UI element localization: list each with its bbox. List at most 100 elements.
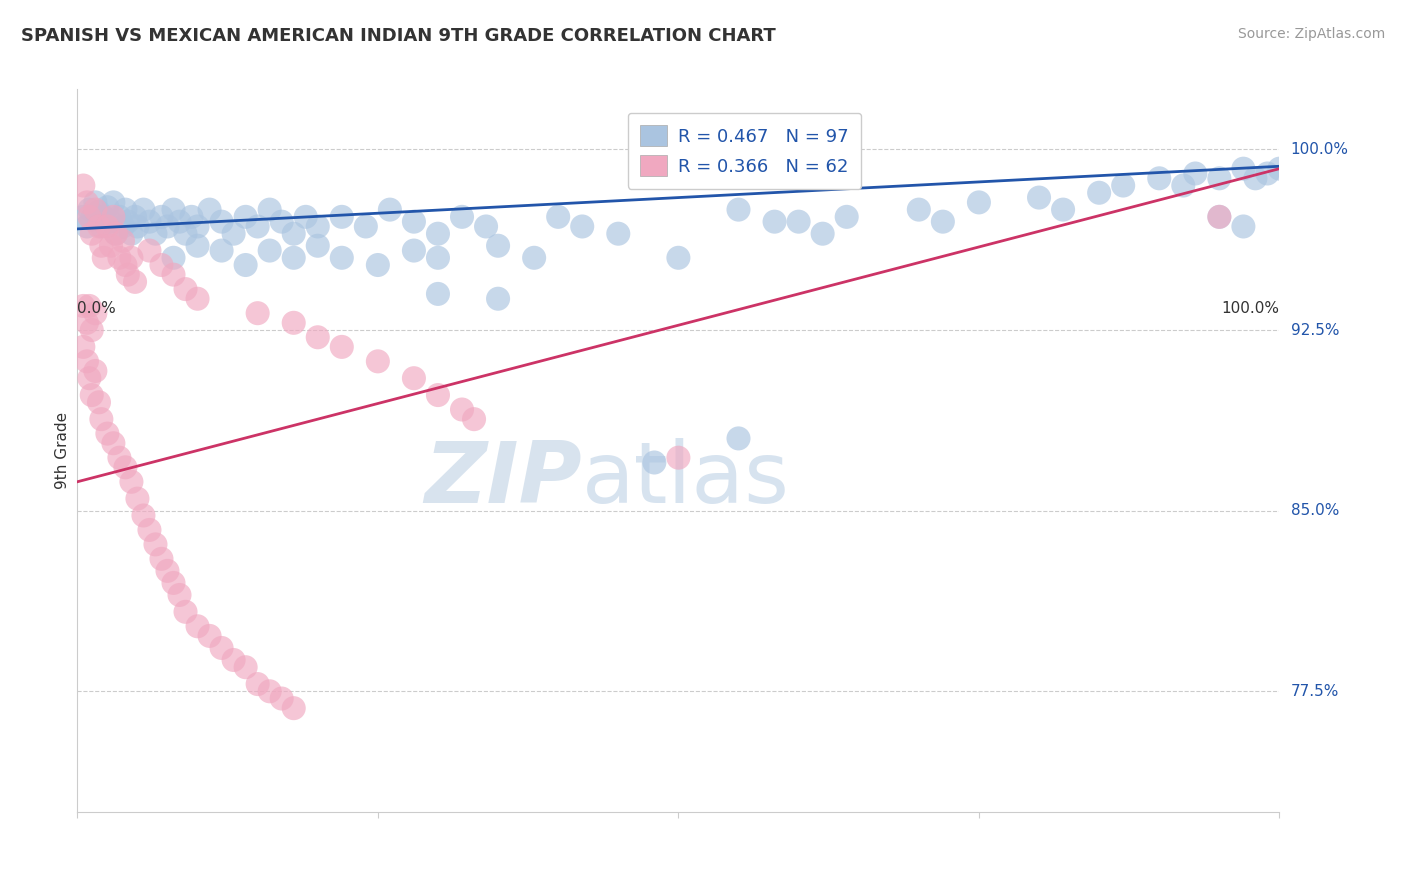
- Point: [246, 219, 269, 234]
- Point: [1208, 171, 1230, 186]
- Point: [330, 340, 353, 354]
- Point: [1268, 161, 1291, 176]
- Point: [72, 299, 94, 313]
- Text: Source: ZipAtlas.com: Source: ZipAtlas.com: [1237, 27, 1385, 41]
- Point: [162, 576, 184, 591]
- Point: [1173, 178, 1195, 193]
- Point: [186, 619, 209, 633]
- Point: [198, 629, 221, 643]
- Point: [283, 251, 305, 265]
- Point: [72, 340, 94, 354]
- Point: [259, 202, 281, 217]
- Point: [186, 219, 209, 234]
- Point: [111, 234, 134, 248]
- Point: [132, 202, 155, 217]
- Point: [76, 219, 98, 234]
- Point: [93, 251, 115, 265]
- Text: 100.0%: 100.0%: [1291, 142, 1348, 157]
- Point: [211, 214, 233, 228]
- Point: [307, 239, 329, 253]
- Point: [80, 212, 103, 227]
- Point: [90, 239, 112, 253]
- Point: [475, 219, 498, 234]
- Point: [547, 210, 569, 224]
- Point: [156, 219, 179, 234]
- Point: [84, 364, 107, 378]
- Point: [84, 306, 107, 320]
- Point: [114, 202, 136, 217]
- Point: [367, 258, 389, 272]
- Point: [120, 475, 142, 489]
- Point: [643, 455, 665, 469]
- Point: [169, 214, 191, 228]
- Point: [150, 258, 173, 272]
- Point: [1244, 171, 1267, 186]
- Point: [124, 210, 146, 224]
- Point: [104, 227, 127, 241]
- Point: [246, 306, 269, 320]
- Point: [108, 251, 131, 265]
- Point: [211, 244, 233, 258]
- Point: [120, 227, 142, 241]
- Point: [908, 202, 931, 217]
- Point: [93, 210, 115, 224]
- Point: [103, 436, 125, 450]
- Point: [104, 227, 127, 241]
- Point: [932, 214, 955, 228]
- Point: [571, 219, 593, 234]
- Point: [967, 195, 990, 210]
- Point: [103, 210, 125, 224]
- Point: [180, 210, 202, 224]
- Point: [668, 251, 690, 265]
- Point: [96, 200, 118, 214]
- Point: [80, 323, 103, 337]
- Point: [108, 210, 131, 224]
- Point: [103, 195, 125, 210]
- Point: [211, 640, 233, 655]
- Point: [90, 219, 112, 234]
- Point: [451, 210, 474, 224]
- Point: [463, 412, 485, 426]
- Point: [668, 450, 690, 465]
- Y-axis label: 9th Grade: 9th Grade: [55, 412, 70, 489]
- Point: [120, 251, 142, 265]
- Point: [354, 219, 377, 234]
- Text: 77.5%: 77.5%: [1291, 684, 1339, 698]
- Point: [87, 205, 110, 219]
- Point: [235, 660, 257, 674]
- Point: [451, 402, 474, 417]
- Point: [427, 287, 450, 301]
- Point: [114, 258, 136, 272]
- Point: [1149, 171, 1171, 186]
- Point: [80, 227, 103, 241]
- Point: [259, 684, 281, 698]
- Point: [307, 330, 329, 344]
- Point: [79, 210, 101, 224]
- Point: [727, 432, 749, 446]
- Point: [76, 195, 98, 210]
- Point: [1112, 178, 1135, 193]
- Point: [96, 426, 118, 441]
- Point: [114, 460, 136, 475]
- Point: [138, 214, 160, 228]
- Point: [162, 202, 184, 217]
- Point: [79, 299, 101, 313]
- Point: [222, 227, 245, 241]
- Point: [1088, 186, 1111, 200]
- Point: [283, 316, 305, 330]
- Point: [72, 210, 94, 224]
- Point: [427, 388, 450, 402]
- Point: [294, 210, 316, 224]
- Point: [150, 210, 173, 224]
- Point: [84, 202, 107, 217]
- Point: [1208, 210, 1230, 224]
- Point: [132, 508, 155, 523]
- Point: [486, 239, 509, 253]
- Point: [117, 268, 139, 282]
- Point: [283, 227, 305, 241]
- Point: [79, 202, 101, 217]
- Point: [486, 292, 509, 306]
- Point: [80, 388, 103, 402]
- Point: [307, 219, 329, 234]
- Point: [283, 701, 305, 715]
